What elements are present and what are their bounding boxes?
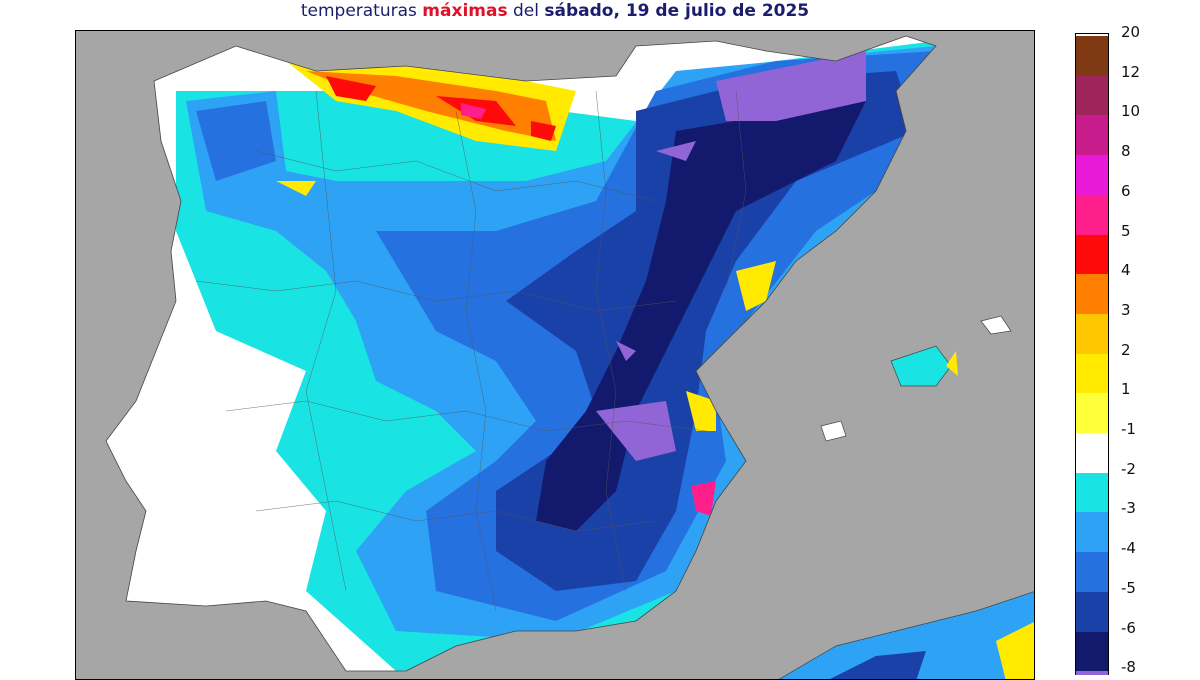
- north-africa-cold: [830, 651, 926, 679]
- france-land: [616, 31, 1034, 61]
- legend-colorbar: [1075, 33, 1109, 675]
- legend-label: 12: [1121, 62, 1141, 81]
- legend-swatch: [1076, 591, 1108, 633]
- legend-label: 8: [1121, 142, 1131, 161]
- legend-swatch: [1076, 313, 1108, 355]
- temperature-anomaly-map: [75, 30, 1035, 680]
- legend-swatch: [1076, 393, 1108, 434]
- legend-label: 1: [1121, 380, 1131, 399]
- map-svg: [76, 31, 1034, 679]
- legend-label: -2: [1121, 459, 1136, 478]
- title-date: sábado, 19 de julio de 2025: [544, 1, 810, 21]
- legend-label: 2: [1121, 340, 1131, 359]
- legend-label: 3: [1121, 300, 1131, 319]
- legend-swatch: [1076, 631, 1108, 673]
- legend-label: -3: [1121, 499, 1136, 518]
- legend-label: -8: [1121, 658, 1136, 677]
- legend-swatch: [1076, 115, 1108, 157]
- map-title: temperaturas máximas del sábado, 19 de j…: [0, 1, 1110, 21]
- title-part1: temperaturas: [300, 1, 423, 21]
- legend-swatch: [1076, 155, 1108, 196]
- legend-swatch: [1076, 433, 1108, 474]
- legend-swatch: [1076, 194, 1108, 236]
- north-africa-land: [778, 591, 1034, 679]
- anomaly-red: [326, 76, 556, 141]
- legend-label: -5: [1121, 578, 1136, 597]
- legend-swatch: [1076, 472, 1108, 514]
- legend-label: -4: [1121, 539, 1136, 558]
- legend-swatch: [1076, 234, 1108, 276]
- legend-label: 4: [1121, 261, 1131, 280]
- legend-swatch: [1076, 552, 1108, 593]
- legend-label: 5: [1121, 221, 1131, 240]
- legend-swatch: [1076, 671, 1108, 675]
- legend-label: 6: [1121, 181, 1131, 200]
- legend-swatch: [1076, 36, 1108, 77]
- title-highlight: máximas: [422, 1, 508, 21]
- balearic-ibiza: [820, 420, 847, 442]
- legend-swatch: [1076, 353, 1108, 395]
- balearic-mallorca: [890, 345, 952, 387]
- title-part2: del: [507, 1, 545, 21]
- balearic-mallorca-warm: [946, 351, 958, 376]
- legend-swatch: [1076, 274, 1108, 315]
- north-africa-warm: [996, 622, 1034, 679]
- legend-swatch: [1076, 512, 1108, 554]
- balearic-menorca: [980, 315, 1012, 335]
- anomaly-purple: [596, 51, 866, 461]
- legend-label: -6: [1121, 618, 1136, 637]
- legend-swatch: [1076, 75, 1108, 117]
- legend-label: -1: [1121, 420, 1136, 438]
- legend-label: 10: [1121, 102, 1141, 121]
- legend-label: 20: [1121, 23, 1141, 41]
- province-borders: [195, 90, 747, 612]
